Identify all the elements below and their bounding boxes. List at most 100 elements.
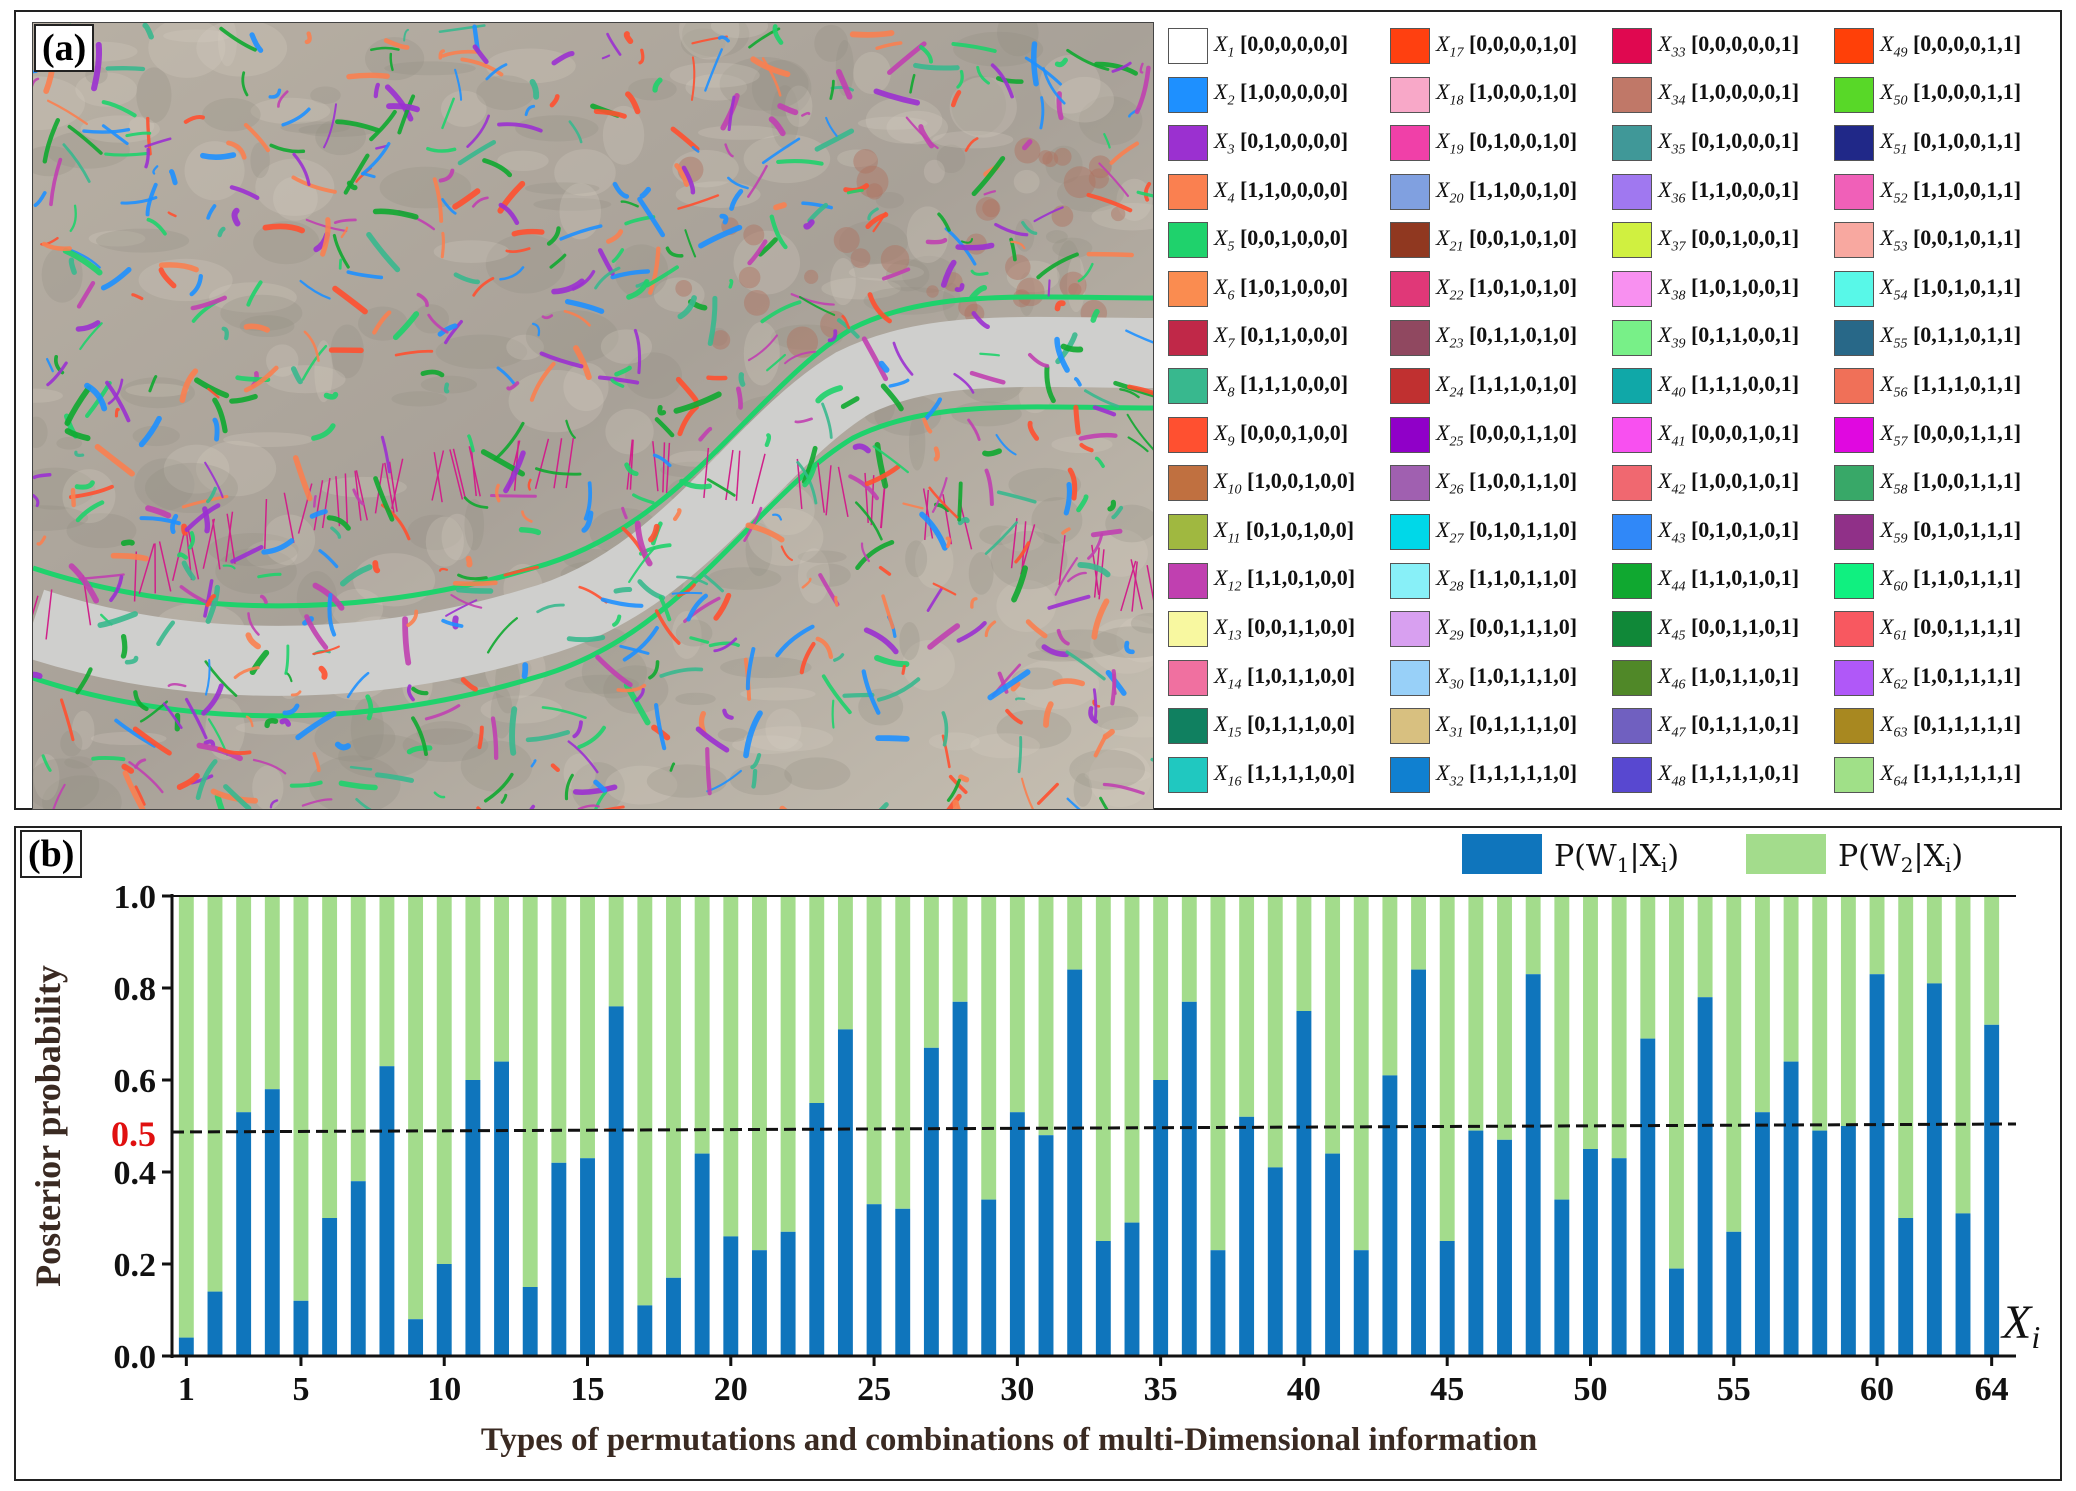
legend-swatch: [1746, 834, 1826, 874]
feature-stroke: [669, 762, 676, 772]
legend-item: X43 [0,1,0,1,0,1]: [1612, 512, 1799, 552]
crack-line: [225, 511, 234, 562]
terrain-texture: [533, 197, 612, 211]
feature-stroke: [1125, 329, 1153, 344]
y-tick-label: 0.4: [114, 1155, 157, 1192]
feature-stroke: [594, 266, 621, 290]
feature-stroke: [217, 746, 252, 755]
legend-label: P(W1|Xi): [1554, 839, 1679, 877]
terrain-texture: [136, 67, 172, 123]
legend-label: X52 [1,1,0,0,1,1]: [1880, 177, 2021, 207]
panel-a: (a) X1 [0,0,0,0,0,0] X2 [1,0,0,0,0,0] X3 […: [14, 10, 2062, 810]
feature-stroke: [426, 146, 457, 153]
legend-item: X46 [1,0,1,1,0,1]: [1612, 658, 1799, 698]
terrain-texture: [88, 230, 146, 247]
legend-swatch: [1390, 125, 1430, 162]
feature-stroke: [550, 763, 560, 773]
feature-stroke: [304, 614, 329, 650]
feature-stroke: [460, 677, 478, 692]
feature-stroke: [46, 99, 88, 126]
terrain-texture: [218, 23, 237, 67]
feature-stroke: [799, 641, 816, 675]
feature-stroke: [243, 323, 271, 333]
legend-code: [1,0,0,0,1,0]: [1463, 79, 1578, 105]
legend-code: [1,1,1,1,0,0]: [1241, 759, 1356, 785]
feature-stroke: [124, 655, 139, 665]
feature-stroke: [913, 62, 960, 71]
feature-stroke: [438, 49, 446, 60]
bar-p-w2-56: [1754, 896, 1770, 1113]
legend-index: 41: [1671, 433, 1686, 449]
terrain-texture: [949, 76, 1017, 138]
legend-item: X32 [1,1,1,1,1,0]: [1390, 755, 1577, 795]
terrain-patch: [1088, 155, 1112, 179]
terrain-texture: [476, 75, 535, 111]
legend-label: X12 [1,1,0,1,0,0]: [1214, 565, 1355, 595]
bar-p-w2-60: [1869, 896, 1885, 975]
feature-stroke: [101, 100, 137, 118]
feature-stroke: [91, 755, 126, 762]
terrain-texture: [1039, 55, 1101, 114]
feature-stroke: [654, 417, 675, 438]
feature-stroke: [600, 597, 644, 608]
terrain-texture: [932, 130, 1014, 149]
terrain-texture: [839, 220, 908, 264]
feature-stroke: [703, 574, 724, 593]
feature-stroke: [549, 253, 567, 269]
legend-item: X15 [0,1,1,1,0,0]: [1168, 706, 1355, 746]
feature-stroke: [369, 109, 397, 142]
feature-stroke: [606, 229, 624, 244]
feature-stroke: [323, 103, 338, 149]
legend-label-part: 2: [1901, 853, 1914, 877]
feature-stroke: [672, 508, 682, 522]
bar-p-w2-50: [1583, 896, 1598, 1149]
feature-stroke: [1020, 777, 1034, 809]
feature-stroke: [801, 111, 811, 117]
feature-stroke: [114, 407, 120, 418]
feature-stroke: [443, 382, 450, 394]
feature-stroke: [334, 741, 351, 751]
feature-stroke: [229, 393, 258, 404]
feature-stroke: [625, 91, 641, 115]
bar-p-w1-9: [408, 1319, 424, 1356]
bar-p-w1-29: [981, 1199, 997, 1356]
feature-stroke: [301, 798, 333, 807]
terrain-patch: [710, 330, 731, 350]
feature-stroke: [957, 481, 963, 522]
feature-stroke: [1088, 706, 1099, 724]
feature-stroke: [1102, 728, 1115, 740]
crack-line: [1010, 518, 1018, 569]
feature-stroke: [70, 487, 76, 508]
crack-line: [283, 492, 295, 543]
feature-stroke: [76, 280, 96, 309]
road-edge-line: [33, 404, 1153, 719]
terrain-texture: [719, 57, 809, 111]
map-image: [32, 22, 1154, 810]
terrain-texture: [384, 61, 476, 76]
legend-code: [0,0,1,1,1,0]: [1463, 613, 1578, 639]
legend-code: [0,0,0,1,0,1]: [1685, 419, 1800, 445]
feature-stroke: [406, 609, 419, 628]
feature-stroke: [269, 799, 279, 809]
feature-stroke: [1052, 678, 1086, 687]
feature-stroke: [68, 257, 77, 275]
bar-p-w1-20: [723, 1236, 739, 1356]
crack-line: [565, 437, 575, 489]
feature-stroke: [33, 473, 52, 480]
crack-line: [433, 452, 443, 503]
legend-item: X52 [1,1,0,0,1,1]: [1834, 172, 2021, 212]
legend-index: 34: [1671, 93, 1686, 109]
feature-stroke: [863, 627, 899, 655]
y-axis-label: Posterior probability: [28, 965, 68, 1287]
threshold-label: 0.5: [111, 1114, 156, 1154]
terrain-texture: [923, 159, 945, 184]
feature-stroke: [874, 654, 910, 668]
bar-p-w2-41: [1325, 896, 1341, 1154]
bar-p-w2-53: [1669, 896, 1684, 1269]
legend-index: 27: [1449, 531, 1464, 547]
legend-item: X37 [0,0,1,0,0,1]: [1612, 220, 1799, 260]
feature-stroke: [623, 682, 651, 726]
legend-code: [1,1,0,0,1,1]: [1907, 176, 2022, 202]
feature-stroke: [212, 417, 220, 442]
legend-label-part: 1: [1617, 853, 1630, 877]
